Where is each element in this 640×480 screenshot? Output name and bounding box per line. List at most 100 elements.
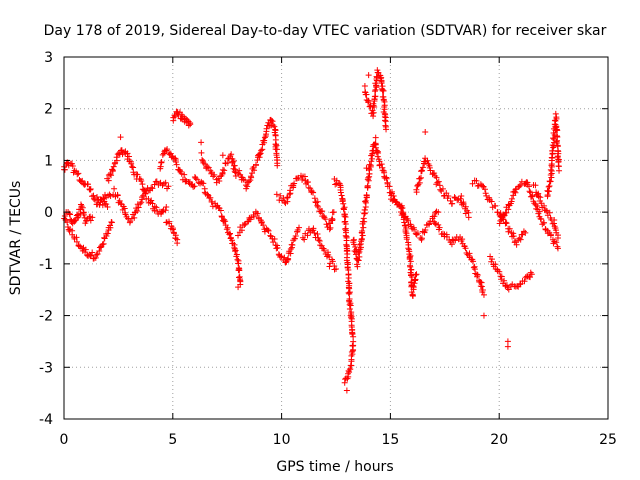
data-point: [554, 147, 561, 154]
data-point: [170, 117, 177, 124]
x-tick-label: 20: [490, 432, 508, 448]
data-point: [87, 217, 94, 224]
data-point: [251, 167, 258, 174]
data-point: [257, 150, 264, 157]
data-point: [69, 162, 76, 169]
data-point: [547, 171, 554, 178]
data-point: [345, 367, 352, 374]
data-point: [370, 100, 377, 107]
data-point: [209, 198, 216, 205]
data-point: [431, 220, 438, 227]
data-point: [364, 184, 371, 191]
data-point: [496, 268, 503, 275]
data-point: [398, 204, 405, 211]
data-point: [439, 185, 446, 192]
data-point: [436, 224, 443, 231]
data-point: [411, 226, 418, 233]
data-point: [107, 222, 114, 229]
data-point: [269, 118, 276, 125]
data-point: [100, 240, 107, 247]
data-point: [75, 243, 82, 250]
data-point: [474, 272, 481, 279]
data-point: [93, 251, 100, 258]
data-point: [107, 193, 114, 200]
x-tick-label: 10: [273, 432, 291, 448]
data-point: [439, 230, 446, 237]
data-point: [128, 160, 135, 167]
data-point: [505, 228, 512, 235]
data-points: [61, 67, 563, 394]
data-point: [271, 236, 278, 243]
data-point: [373, 82, 380, 89]
data-point: [458, 192, 465, 199]
data-point: [208, 169, 215, 176]
data-point: [352, 251, 359, 258]
data-point: [216, 178, 223, 185]
data-point: [265, 227, 272, 234]
data-point: [547, 166, 554, 173]
data-point: [238, 227, 245, 234]
data-point: [386, 183, 393, 190]
data-point: [109, 167, 116, 174]
data-point: [449, 236, 456, 243]
data-point: [304, 178, 311, 185]
data-point: [403, 236, 410, 243]
data-point: [343, 375, 350, 382]
data-point: [110, 163, 117, 170]
data-point: [81, 214, 88, 221]
data-point: [235, 260, 242, 267]
data-point: [510, 230, 517, 237]
data-point: [435, 221, 442, 228]
data-point: [149, 185, 156, 192]
data-point: [365, 72, 372, 79]
data-point: [235, 284, 242, 291]
data-point: [283, 194, 290, 201]
data-point: [372, 134, 379, 141]
data-point: [142, 190, 149, 197]
data-point: [117, 200, 124, 207]
data-point: [270, 239, 277, 246]
data-point: [330, 209, 337, 216]
data-point: [470, 258, 477, 265]
data-point: [131, 214, 138, 221]
data-point: [190, 183, 197, 190]
data-point: [207, 167, 214, 174]
data-point: [365, 99, 372, 106]
data-point: [90, 195, 97, 202]
data-point: [362, 197, 369, 204]
data-point: [88, 252, 95, 259]
data-point: [407, 263, 414, 270]
data-point: [379, 86, 386, 93]
data-point: [412, 272, 419, 279]
data-point: [342, 226, 349, 233]
data-point: [218, 213, 225, 220]
data-point: [158, 159, 165, 166]
y-tick-label: 1: [44, 153, 53, 169]
data-point: [550, 220, 557, 227]
data-point: [341, 212, 348, 219]
data-point: [148, 184, 155, 191]
data-point: [105, 177, 112, 184]
data-point: [431, 170, 438, 177]
data-point: [459, 201, 466, 208]
data-point: [165, 183, 172, 190]
data-point: [529, 193, 536, 200]
data-point: [503, 209, 510, 216]
data-point: [207, 194, 214, 201]
data-point: [356, 248, 363, 255]
data-point: [332, 181, 339, 188]
data-point: [250, 213, 257, 220]
data-point: [149, 200, 156, 207]
data-point: [554, 153, 561, 160]
data-point: [326, 263, 333, 270]
data-point: [452, 237, 459, 244]
data-point: [176, 167, 183, 174]
data-point: [344, 264, 351, 271]
data-point: [418, 235, 425, 242]
data-point: [274, 162, 281, 169]
data-point: [264, 226, 271, 233]
data-point: [521, 278, 528, 285]
data-point: [273, 150, 280, 157]
data-point: [137, 200, 144, 207]
data-point: [159, 151, 166, 158]
